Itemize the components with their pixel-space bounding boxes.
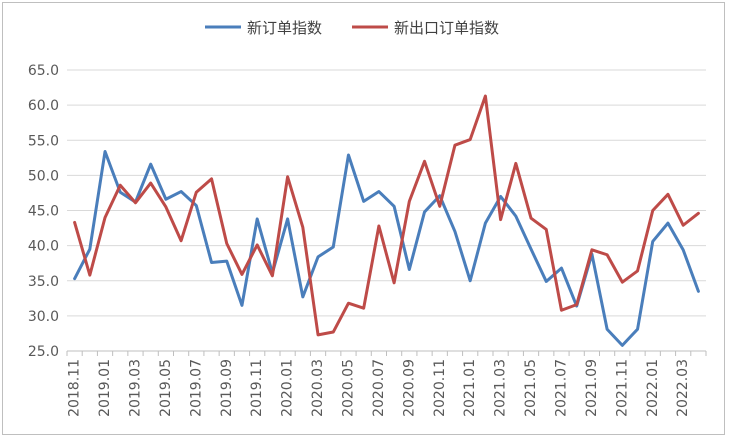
series-line-2	[73, 94, 700, 337]
series-lines	[73, 94, 700, 347]
legend-label-1: 新订单指数	[247, 19, 322, 37]
x-tick-label: 2019.11	[249, 359, 265, 417]
x-tick-label: 2021.05	[523, 359, 539, 417]
y-axis: 25.0 30.0 35.0 40.0 45.0 50.0 55.0 60.0 65.0	[28, 63, 59, 360]
x-tick-label: 2019.05	[158, 359, 174, 417]
x-tick-label: 2019.09	[219, 359, 235, 417]
series-line-1	[73, 149, 700, 347]
y-tick-label: 30.0	[28, 309, 59, 325]
y-tick-label: 25.0	[28, 344, 59, 360]
x-tick-label: 2021.11	[614, 359, 630, 417]
y-tick-label: 55.0	[28, 133, 59, 149]
x-tick-label: 2020.09	[401, 359, 417, 417]
x-tick-label: 2019.03	[127, 359, 143, 417]
x-tick-label: 2019.07	[188, 359, 204, 417]
x-tick-label: 2021.07	[553, 359, 569, 417]
x-tick-label: 2021.03	[493, 359, 509, 417]
legend-label-2: 新出口订单指数	[394, 19, 499, 37]
x-tick-label: 2021.09	[584, 359, 600, 417]
gridlines	[67, 69, 706, 317]
x-tick-label: 2022.03	[675, 359, 691, 417]
y-tick-label: 40.0	[28, 239, 59, 255]
x-tick-label: 2022.01	[645, 359, 661, 417]
y-tick-label: 45.0	[28, 204, 59, 220]
x-tick-label: 2019.01	[97, 359, 113, 417]
x-axis: 2018.11 2019.01 2019.03 2019.05 2019.07 2019.…	[66, 350, 707, 417]
y-tick-label: 65.0	[28, 63, 59, 79]
chart-frame	[2, 2, 725, 435]
x-tick-label: 2020.03	[310, 359, 326, 417]
x-tick-label: 2020.11	[432, 359, 448, 417]
y-tick-label: 50.0	[28, 168, 59, 184]
x-tick-label: 2020.01	[280, 359, 296, 417]
x-tick-label: 2020.07	[371, 359, 387, 417]
legend: 新订单指数 新出口订单指数	[205, 19, 499, 37]
x-tick-label: 2021.01	[462, 359, 478, 417]
x-tick-label: 2020.05	[340, 359, 356, 417]
x-tick-label: 2018.11	[67, 359, 83, 417]
y-tick-label: 60.0	[28, 98, 59, 114]
y-tick-label: 35.0	[28, 274, 59, 290]
